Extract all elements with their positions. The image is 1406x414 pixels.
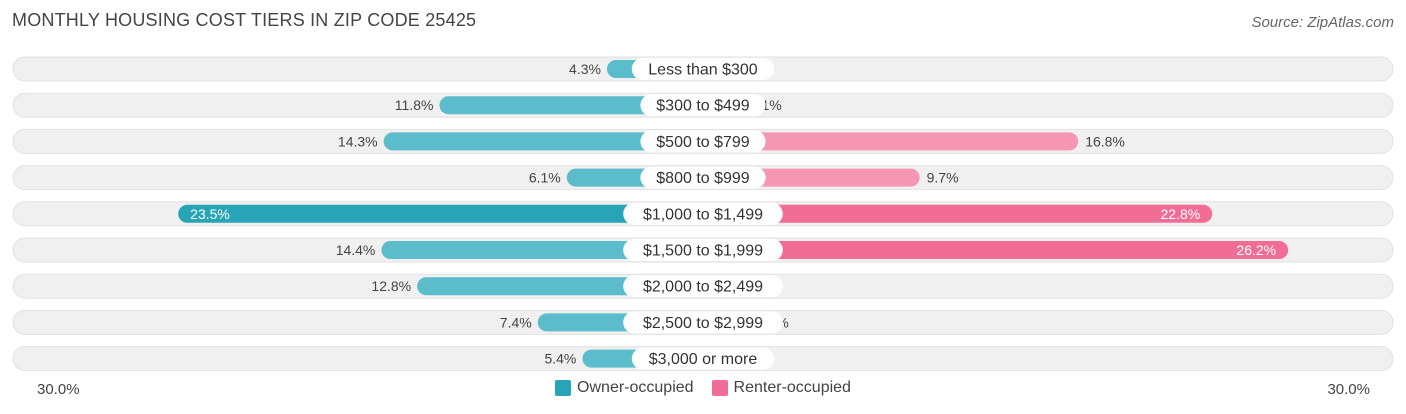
- renter-value-label: 16.8%: [1085, 133, 1125, 149]
- category-label: $3,000 or more: [649, 351, 758, 368]
- legend-item-renter: Renter-occupied: [711, 379, 851, 397]
- renter-bar: [703, 132, 1079, 151]
- category-label-background: [640, 94, 766, 117]
- category-label: $2,000 to $2,499: [643, 279, 763, 296]
- owner-value-label: 14.4%: [336, 242, 376, 258]
- category-label-background: [623, 239, 783, 261]
- legend-label-owner: Owner-occupied: [577, 379, 694, 396]
- chart-source: Source: ZipAtlas.com: [1251, 14, 1394, 31]
- category-label: $1,000 to $1,499: [643, 206, 763, 223]
- renter-bar: [703, 241, 1289, 259]
- axis-label-left: 30.0%: [37, 381, 80, 398]
- category-label: Less than $300: [648, 62, 758, 79]
- owner-value-label: 14.3%: [338, 133, 378, 149]
- legend-item-owner: Owner-occupied: [555, 379, 694, 397]
- category-label-background: [631, 58, 775, 80]
- owner-value-label: 12.8%: [371, 278, 411, 294]
- category-label: $800 to $999: [656, 170, 750, 187]
- owner-value-label: 7.4%: [500, 314, 532, 330]
- category-label: $300 to $499: [656, 98, 750, 115]
- legend-label-renter: Renter-occupied: [733, 379, 851, 396]
- renter-value-label: 22.8%: [1160, 206, 1200, 222]
- owner-value-label: 4.3%: [569, 61, 601, 77]
- legend-swatch-renter: [711, 380, 728, 396]
- category-label-background: [623, 202, 783, 225]
- owner-bar: [178, 204, 703, 223]
- owner-value-label: 6.1%: [529, 170, 561, 186]
- category-label: $1,500 to $1,999: [643, 243, 763, 260]
- owner-value-label: 11.8%: [395, 97, 434, 113]
- renter-value-label: 9.7%: [927, 170, 959, 186]
- category-label: $500 to $799: [656, 134, 750, 151]
- renter-value-label: 26.2%: [1236, 242, 1276, 258]
- owner-bar: [383, 132, 703, 151]
- owner-value-label: 5.4%: [544, 351, 576, 367]
- chart-title: MONTHLY HOUSING COST TIERS IN ZIP CODE 2…: [12, 10, 477, 30]
- owner-bar: [381, 241, 703, 259]
- category-label-background: [631, 347, 775, 370]
- owner-value-label: 23.5%: [190, 206, 230, 222]
- category-label-background: [623, 311, 783, 334]
- renter-bar: [703, 204, 1213, 223]
- legend: Owner-occupied Renter-occupied: [0, 379, 1406, 397]
- axis-label-right: 30.0%: [1327, 381, 1370, 398]
- legend-swatch-owner: [555, 380, 572, 396]
- category-label-background: [623, 275, 783, 298]
- category-label: $2,500 to $2,999: [643, 315, 763, 332]
- owner-bar: [439, 96, 703, 115]
- category-label-background: [640, 166, 766, 189]
- category-label-background: [640, 130, 766, 153]
